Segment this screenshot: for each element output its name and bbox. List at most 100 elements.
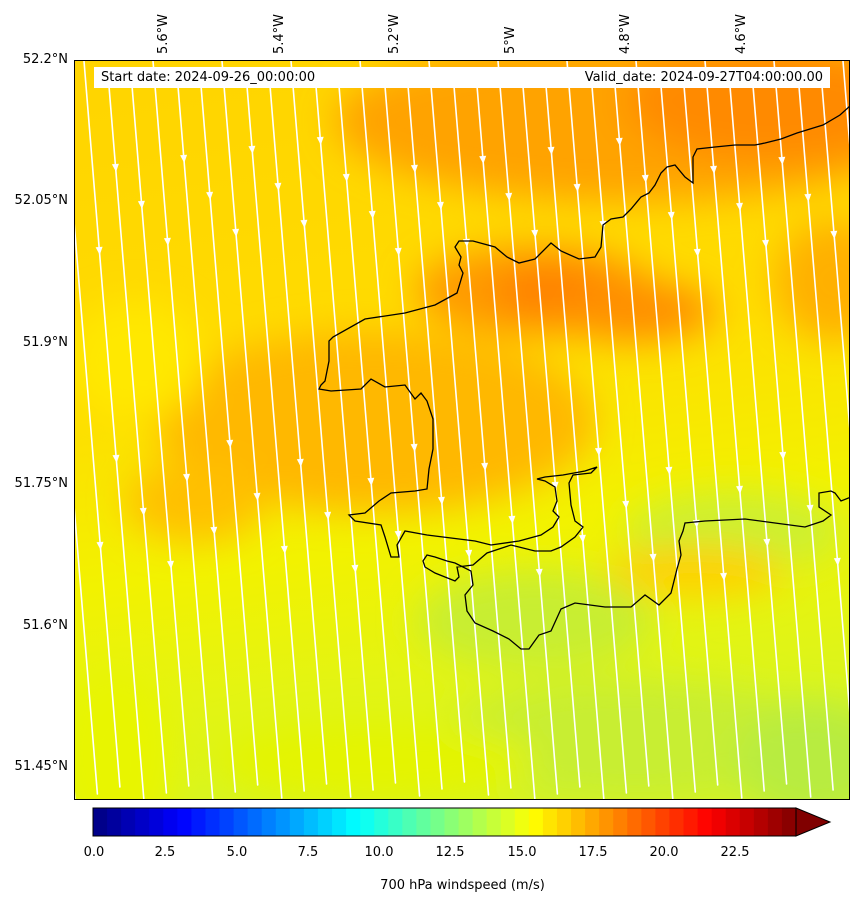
colorbar-tick-20: 20.0 — [649, 845, 679, 860]
colorbar-swatch — [613, 808, 628, 836]
streamline-arrow — [410, 164, 418, 173]
windspeed-map — [75, 61, 849, 799]
streamline-arrow — [736, 485, 743, 494]
valid-date-text: Valid_date: 2024-09-27T04:00:00.00 — [584, 70, 823, 85]
colorbar-swatches — [93, 807, 832, 837]
colorbar-label: 700 hPa windspeed (m/s) — [380, 878, 545, 893]
streamline — [475, 76, 536, 799]
streamline-arrow — [665, 466, 673, 475]
colorbar-swatch — [739, 808, 755, 836]
streamline-arrow — [394, 530, 402, 539]
streamline — [751, 76, 812, 798]
streamline — [406, 76, 466, 783]
colorbar-swatch — [149, 808, 164, 836]
colorbar-swatch — [332, 808, 347, 836]
streamline — [682, 76, 743, 799]
lon-label-5-2: 5.2°W — [387, 13, 402, 54]
streamline-arrow — [280, 545, 288, 554]
streamline-arrow — [139, 507, 147, 516]
streamline-arrow — [437, 496, 445, 505]
colorbar-swatch — [303, 808, 319, 836]
streamline-arrow — [667, 211, 675, 220]
colorbar-swatch — [781, 808, 797, 836]
lon-label-5-0: 5°W — [503, 26, 518, 54]
streamline-arrow — [806, 504, 814, 513]
streamline-arrow — [830, 230, 838, 239]
streamline — [337, 76, 397, 784]
streamline-arrow — [410, 443, 418, 452]
colorbar-swatch — [753, 808, 769, 836]
colorbar-swatch — [317, 808, 333, 836]
streamline-arrow — [594, 447, 602, 456]
lat-label-51-6: 51.6°N — [22, 618, 68, 633]
colorbar-swatch — [135, 808, 150, 836]
colorbar-swatch — [683, 808, 699, 836]
colorbar-swatch — [542, 808, 558, 836]
lat-label-52-2: 52.2°N — [22, 52, 68, 67]
colorbar-tick-22-5: 22.5 — [720, 845, 750, 860]
date-info-box: Start date: 2024-09-26_00:00:00 Valid_da… — [94, 67, 830, 88]
colorbar-swatch — [711, 808, 727, 836]
streamline-arrow — [253, 492, 261, 501]
colorbar-swatch — [121, 808, 136, 836]
streamline — [83, 61, 145, 799]
colorbar-swatch — [289, 808, 305, 836]
streamline-arrow — [112, 454, 120, 463]
streamline-arrow — [693, 248, 701, 257]
streamline-arrow — [615, 137, 623, 146]
streamline — [589, 68, 650, 787]
streamline-arrow — [641, 174, 649, 183]
streamline — [613, 76, 674, 799]
colorbar-swatch — [655, 808, 670, 836]
map-panel — [74, 60, 850, 800]
colorbar-tick-12-5: 12.5 — [435, 845, 465, 860]
streamline-arrow — [296, 458, 304, 467]
streamline — [130, 76, 190, 787]
streamline-arrow — [163, 237, 171, 246]
wind-arrows — [95, 136, 841, 581]
streamline-arrow — [479, 155, 487, 164]
streamline-arrow — [324, 511, 332, 520]
colorbar-swatch — [233, 808, 249, 836]
colorbar-swatch — [514, 808, 530, 836]
coastline — [318, 105, 849, 650]
start-date-text: Start date: 2024-09-26_00:00:00 — [101, 70, 316, 85]
streamline-arrow — [394, 247, 402, 256]
colorbar-swatch — [107, 808, 122, 836]
streamline-arrow — [508, 515, 516, 524]
streamline-arrow — [710, 165, 717, 174]
lat-label-51-9: 51.9°N — [22, 335, 68, 350]
streamline-arrow — [531, 229, 539, 238]
colorbar-outline — [92, 807, 797, 837]
streamline — [175, 68, 237, 793]
streamline — [451, 68, 512, 789]
streamline-arrow — [481, 462, 489, 471]
colorbar-swatch — [472, 808, 488, 836]
streamline-arrow — [274, 182, 282, 191]
colorbar-swatch — [177, 808, 192, 836]
streamline-arrow — [351, 564, 359, 573]
streamline-arrow — [762, 239, 769, 248]
streamline-arrow — [111, 163, 119, 172]
streamline — [820, 76, 849, 429]
colorbar-swatch — [528, 808, 544, 836]
streamline — [106, 68, 168, 794]
streamline-arrow — [316, 136, 324, 145]
streamline-arrow — [720, 572, 727, 581]
streamline-arrow — [96, 541, 104, 550]
colorbar-swatch — [725, 808, 741, 836]
lat-label-51-75: 51.75°N — [14, 476, 68, 491]
lon-label-5-4: 5.4°W — [272, 13, 287, 54]
streamline — [544, 76, 605, 799]
wind-streamlines — [75, 61, 849, 799]
colorbar-swatch — [458, 808, 474, 836]
streamline-arrow — [367, 477, 375, 486]
colorbar-tick-15: 15.0 — [507, 845, 537, 860]
streamline-arrow — [183, 473, 190, 482]
colorbar-swatch — [669, 808, 685, 836]
colorbar-tick-0: 0.0 — [83, 845, 105, 860]
colorbar-swatch — [374, 808, 389, 836]
streamline-arrow — [137, 200, 145, 209]
colorbar — [92, 807, 832, 837]
colorbar-swatch — [346, 808, 361, 836]
